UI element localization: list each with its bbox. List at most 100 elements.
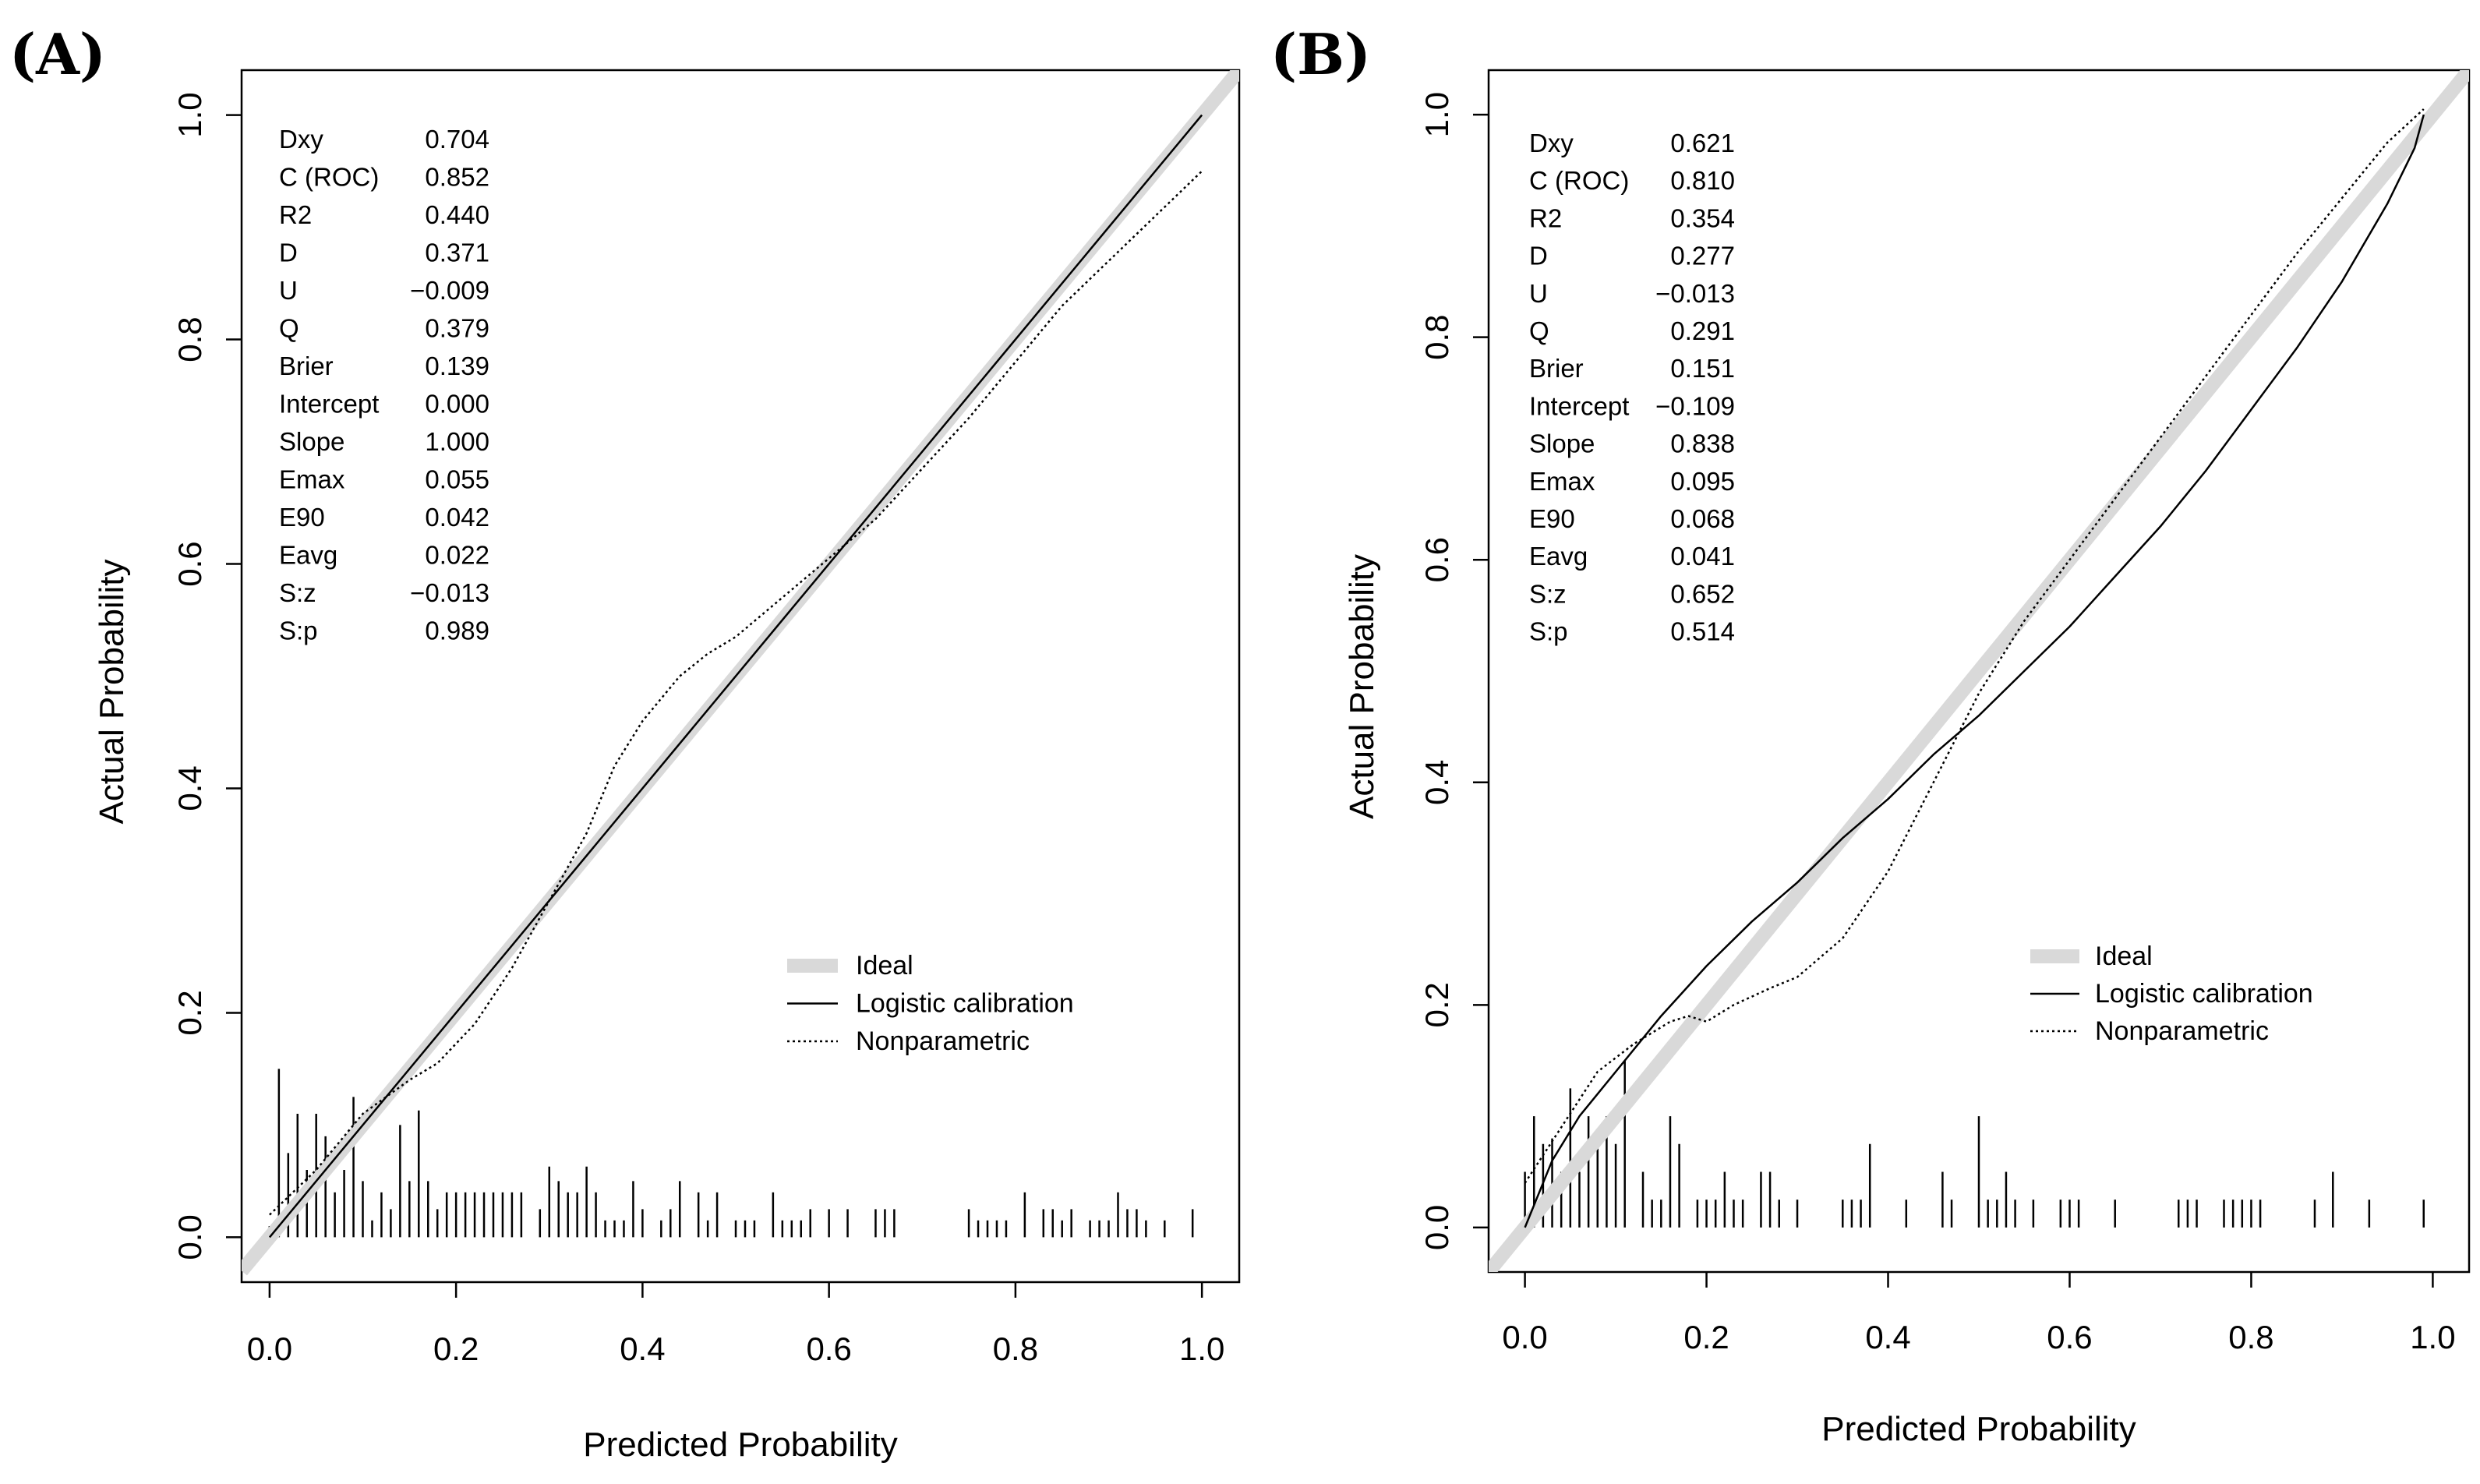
stat-name: Dxy	[1529, 129, 1574, 157]
x-axis-label: Predicted Probability	[583, 1426, 898, 1464]
stat-value: 0.514	[1670, 617, 1735, 646]
stat-value: 0.621	[1670, 129, 1735, 157]
x-tick-label: 0.2	[433, 1330, 479, 1367]
stat-value: 0.042	[425, 503, 489, 532]
x-axis-label: Predicted Probability	[1821, 1410, 2136, 1448]
plot-area	[242, 70, 1239, 1276]
panel-label: (B)	[1270, 21, 1371, 87]
y-tick-label: 0.6	[171, 541, 208, 586]
stat-name: E90	[279, 503, 325, 532]
stat-name: Q	[279, 314, 299, 343]
calibration-panel-a: (A) 0.0 0.2 0.4 0.6 0.8 1.0 0.0 0.2 0.4 0.6 0.8 1.0 P…	[9, 21, 1241, 1464]
stat-value: 0.068	[1670, 504, 1735, 533]
stat-name: Slope	[279, 427, 344, 456]
x-tick-label: 1.0	[2410, 1319, 2455, 1355]
stat-value: 0.371	[425, 238, 489, 267]
stat-name: R2	[1529, 203, 1562, 232]
legend-label: Nonparametric	[2095, 1016, 2269, 1046]
legend-label: Ideal	[2095, 942, 2153, 971]
stat-name: C (ROC)	[279, 163, 379, 192]
stat-name: Emax	[1529, 467, 1595, 496]
stat-name: Brier	[1529, 354, 1584, 383]
stat-value: 0.095	[1670, 467, 1735, 496]
stat-value: −0.109	[1655, 391, 1735, 420]
stat-value: 0.989	[425, 617, 489, 645]
stat-value: −0.009	[410, 276, 489, 305]
stat-name: Eavg	[279, 541, 337, 570]
stat-name: Intercept	[1529, 391, 1629, 420]
stat-value: 0.354	[1670, 203, 1735, 232]
stat-name: Emax	[279, 465, 345, 494]
stat-name: C (ROC)	[1529, 166, 1629, 195]
x-tick-label: 0.6	[806, 1330, 851, 1367]
x-tick-label: 0.8	[993, 1330, 1038, 1367]
stat-value: −0.013	[410, 578, 489, 607]
stat-name: Eavg	[1529, 542, 1588, 571]
x-tick-label: 0.0	[247, 1330, 292, 1367]
stat-name: S:p	[279, 617, 318, 645]
y-tick-label: 0.2	[1418, 982, 1455, 1027]
y-tick-label: 0.8	[171, 316, 208, 362]
x-tick-label: 0.8	[2228, 1319, 2273, 1355]
stat-value: 0.151	[1670, 354, 1735, 383]
stat-name: U	[1529, 279, 1548, 308]
stat-name: Intercept	[279, 390, 379, 419]
stat-value: 0.704	[425, 125, 489, 154]
stat-name: Q	[1529, 316, 1549, 345]
stat-value: 0.022	[425, 541, 489, 570]
y-tick-label: 1.0	[1418, 92, 1455, 137]
stat-value: 0.852	[425, 163, 489, 192]
y-axis-label: Actual Probability	[93, 560, 131, 825]
nonparametric-line	[269, 170, 1203, 1216]
legend-label: Logistic calibration	[856, 989, 1074, 1019]
stat-name: R2	[279, 200, 312, 229]
y-tick-label: 0.4	[1418, 760, 1455, 805]
stat-value: 0.277	[1670, 242, 1735, 270]
stat-name: Brier	[279, 352, 334, 380]
stat-value: 0.000	[425, 390, 489, 419]
y-tick-label: 1.0	[171, 92, 208, 137]
stat-value: −0.013	[1655, 279, 1735, 308]
stat-name: S:p	[1529, 617, 1568, 646]
x-tick-label: 0.6	[2047, 1319, 2092, 1355]
stat-name: U	[279, 276, 298, 305]
y-tick-label: 0.4	[171, 765, 208, 811]
y-tick-label: 0.8	[1418, 314, 1455, 359]
stat-value: 0.041	[1670, 542, 1735, 571]
stat-name: S:z	[1529, 579, 1567, 608]
stat-value: 0.810	[1670, 166, 1735, 195]
y-tick-label: 0.0	[1418, 1205, 1455, 1250]
plot-frame	[240, 69, 1241, 1284]
stat-value: 0.652	[1670, 579, 1735, 608]
panel-label: (A)	[9, 21, 106, 87]
legend-label: Logistic calibration	[2095, 979, 2313, 1009]
x-tick-label: 0.0	[1502, 1319, 1547, 1355]
legend-label: Nonparametric	[856, 1026, 1030, 1056]
ideal-line	[1489, 70, 2469, 1272]
stat-value: 0.291	[1670, 316, 1735, 345]
stat-name: Slope	[1529, 429, 1595, 458]
logistic-calibration-line	[1524, 114, 2425, 1228]
y-tick-label: 0.0	[171, 1214, 208, 1260]
calibration-panel-b: (B) 0.0 0.2 0.4 0.6 0.8 1.0 0.0 0.2 0.4 0.6 0.8 1.0 P…	[1270, 21, 2471, 1448]
plot-frame	[1487, 69, 2471, 1274]
x-tick-label: 0.4	[1865, 1319, 1910, 1355]
y-tick-label: 0.6	[1418, 537, 1455, 582]
logistic-calibration-line	[268, 114, 1203, 1238]
x-tick-label: 0.4	[620, 1330, 665, 1367]
y-axis-label: Actual Probability	[1343, 554, 1381, 819]
stat-name: Dxy	[279, 125, 323, 154]
stat-name: S:z	[279, 578, 316, 607]
y-tick-label: 0.2	[171, 990, 208, 1035]
stat-value: 0.055	[425, 465, 489, 494]
stat-name: D	[279, 238, 298, 267]
stat-value: 1.000	[425, 427, 489, 456]
x-tick-label: 1.0	[1179, 1330, 1224, 1367]
stat-name: E90	[1529, 504, 1575, 533]
plot-area	[1489, 70, 2469, 1272]
nonparametric-line	[1524, 108, 2425, 1184]
stat-value: 0.440	[425, 200, 489, 229]
stat-value: 0.838	[1670, 429, 1735, 458]
stat-value: 0.139	[425, 352, 489, 380]
